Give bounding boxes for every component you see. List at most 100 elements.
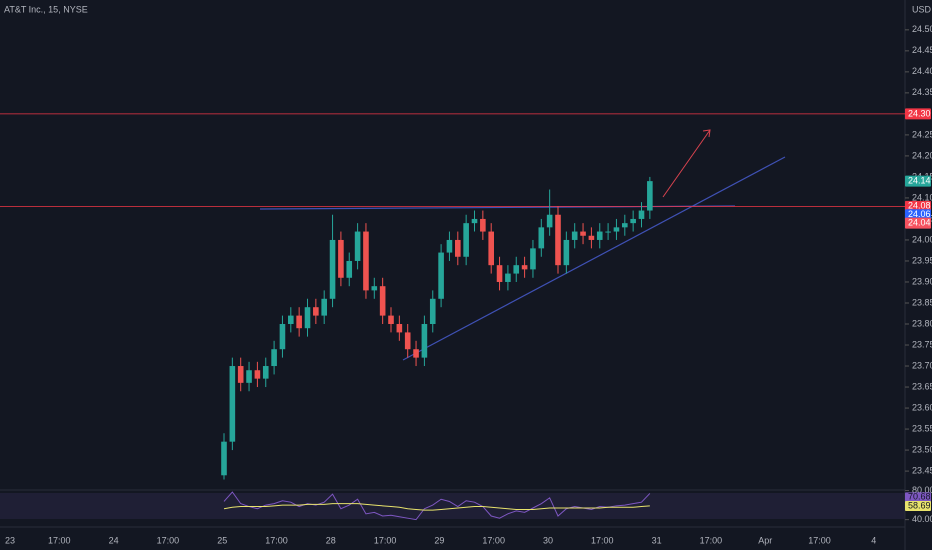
candle-body	[622, 223, 628, 228]
y-tick-label: 23.80	[912, 318, 932, 328]
y-tick-label: 24.25	[912, 129, 932, 139]
x-tick-label: 31	[652, 535, 662, 545]
candle-body	[338, 239, 344, 278]
price-badge	[905, 209, 931, 221]
trend-line	[402, 156, 786, 361]
candle-body	[388, 315, 394, 325]
x-tick-label: 17:00	[700, 535, 723, 545]
candle-body	[438, 252, 444, 299]
candle-body	[363, 231, 369, 291]
candle-body	[488, 231, 494, 266]
candle-body	[396, 324, 403, 333]
y-tick-label: 24.35	[912, 87, 932, 97]
x-tick-label: 17:00	[591, 535, 614, 545]
y-tick-label: 24.00	[912, 234, 932, 244]
candle-body	[613, 227, 620, 232]
price-badge	[905, 108, 931, 120]
price-badge-label: 24.08	[908, 201, 931, 211]
y-tick-label: 23.95	[912, 255, 932, 265]
candle-body	[237, 366, 244, 383]
x-tick-label: 30	[543, 535, 553, 545]
y-tick-label: 24.10	[912, 192, 932, 202]
candle-body	[429, 298, 436, 325]
symbol: AT&T Inc., 15, NYSE	[4, 4, 88, 14]
x-tick-label: 17:00	[265, 535, 288, 545]
candle-body	[371, 286, 378, 291]
candle-body	[521, 265, 528, 270]
price-badge-label: 24.30	[908, 108, 931, 118]
candle-body	[229, 366, 236, 442]
candle-body	[496, 265, 503, 282]
candle-body	[313, 307, 319, 316]
candle-body	[546, 214, 553, 228]
candle-body	[379, 286, 386, 316]
y-tick-label: 23.75	[912, 339, 932, 349]
candle-body	[321, 298, 327, 316]
y-tick-label: 80.00	[912, 485, 932, 495]
y-tick-label: 23.60	[912, 402, 932, 412]
candle-body	[246, 370, 252, 383]
x-tick-label: 4	[871, 535, 876, 545]
value-badge	[905, 501, 931, 512]
arrow-head	[702, 129, 711, 138]
candle-body	[262, 366, 269, 379]
candle-body	[530, 248, 536, 270]
price-badge	[905, 175, 931, 187]
x-tick-label: 17:00	[374, 535, 397, 545]
x-tick-label: 25	[217, 535, 227, 545]
candle-body	[647, 181, 653, 211]
candle-body	[421, 324, 428, 358]
candle-body	[221, 441, 227, 476]
candle-body	[413, 349, 419, 358]
candle-body	[638, 210, 645, 219]
price-badge-label: 24.14	[908, 175, 931, 185]
candle-body	[605, 231, 611, 233]
candle-body	[580, 231, 586, 236]
candle-body	[296, 315, 302, 329]
candle-body	[480, 218, 486, 232]
rsi-line	[223, 503, 650, 511]
price-badge	[905, 200, 931, 212]
candle-body	[455, 239, 461, 257]
candle-body	[446, 239, 453, 253]
value-badge-label: 58.69	[908, 500, 931, 510]
candle-body	[588, 235, 595, 240]
price-badge-label: 24.04	[908, 218, 931, 228]
candle-body	[471, 218, 478, 224]
candle-body	[596, 231, 603, 240]
y-tick-label: 40.00	[912, 514, 932, 524]
candle-body	[271, 349, 277, 367]
y-tick-label: 23.90	[912, 276, 932, 286]
candle-body	[346, 260, 353, 278]
x-tick-label: 29	[434, 535, 444, 545]
candle-body	[288, 315, 294, 325]
candle-body	[505, 273, 511, 282]
price-badge-label: 24.06	[908, 209, 931, 219]
y-tick-label: 24.40	[912, 66, 932, 76]
candle-body	[279, 324, 286, 350]
x-tick-label: 17:00	[482, 535, 505, 545]
x-tick-label: 23	[5, 535, 15, 545]
x-tick-label: 17:00	[48, 535, 71, 545]
currency: USD	[912, 4, 932, 14]
candle-body	[254, 370, 261, 379]
candle-body	[538, 227, 545, 249]
x-tick-label: 28	[326, 535, 336, 545]
y-tick-label: 23.65	[912, 381, 932, 391]
candle-body	[571, 231, 578, 240]
candle-body	[404, 332, 411, 350]
candle-body	[304, 307, 311, 329]
value-badge-label: 70.68	[908, 492, 931, 502]
y-tick-label: 24.50	[912, 24, 932, 34]
candle-body	[463, 223, 469, 257]
candle-body	[563, 239, 570, 266]
y-tick-label: 23.45	[912, 465, 932, 475]
y-tick-label: 24.20	[912, 150, 932, 160]
price-badge	[905, 217, 931, 229]
candle-body	[630, 218, 636, 224]
rsi-line	[223, 491, 651, 521]
x-tick-label: 17:00	[808, 535, 831, 545]
arrow	[662, 129, 711, 198]
